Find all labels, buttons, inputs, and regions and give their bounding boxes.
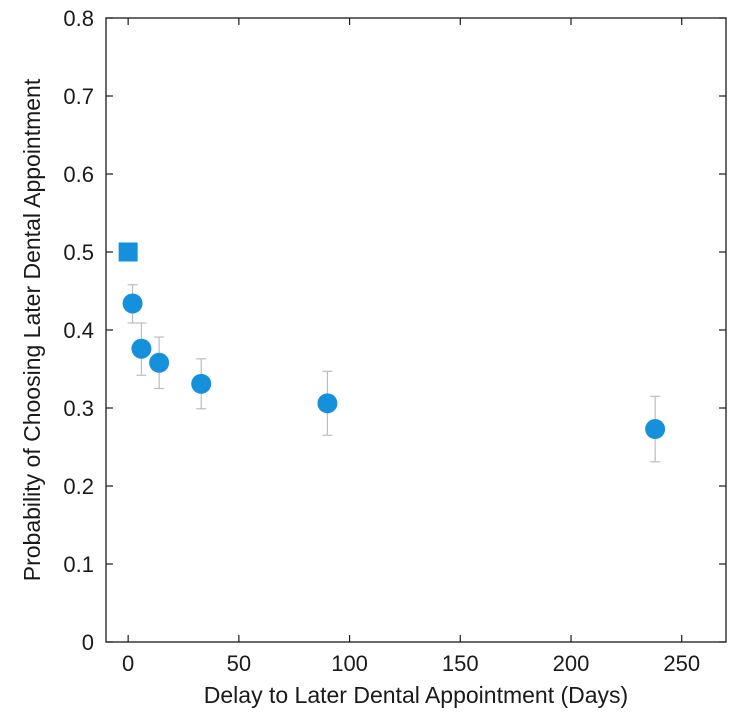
- data-point: [191, 373, 212, 394]
- data-point: [645, 419, 666, 440]
- y-tick-label: 0.8: [63, 6, 94, 31]
- x-tick-label: 0: [122, 651, 134, 676]
- y-tick-label: 0.3: [63, 396, 94, 421]
- data-point: [131, 338, 152, 359]
- markers: [118, 242, 666, 440]
- y-tick-label: 0.7: [63, 84, 94, 109]
- y-tick-label: 0.4: [63, 318, 94, 343]
- error-bars: [127, 284, 661, 463]
- y-tick-label: 0.6: [63, 162, 94, 187]
- data-point: [149, 352, 170, 373]
- x-tick-label: 250: [663, 651, 700, 676]
- y-axis-title: Probability of Choosing Later Dental App…: [19, 78, 45, 581]
- x-tick-label: 50: [227, 651, 251, 676]
- x-tick-label: 200: [553, 651, 590, 676]
- reference-square-marker: [118, 242, 138, 262]
- x-tick-label: 100: [331, 651, 368, 676]
- y-tick-label: 0.2: [63, 474, 94, 499]
- plot-area-frame: [105, 17, 727, 643]
- x-ticks: 0 50 100 150 200 250: [122, 18, 700, 676]
- data-point: [317, 393, 338, 414]
- y-ticks: 0 0.1 0.2 0.3 0.4 0.5 0.6 0.7 0.8: [63, 6, 726, 655]
- x-tick-label: 150: [442, 651, 479, 676]
- y-tick-label: 0.5: [63, 240, 94, 265]
- y-tick-label: 0: [82, 630, 94, 655]
- y-tick-label: 0.1: [63, 552, 94, 577]
- data-point: [122, 293, 143, 314]
- x-axis-title: Delay to Later Dental Appointment (Days): [204, 682, 628, 708]
